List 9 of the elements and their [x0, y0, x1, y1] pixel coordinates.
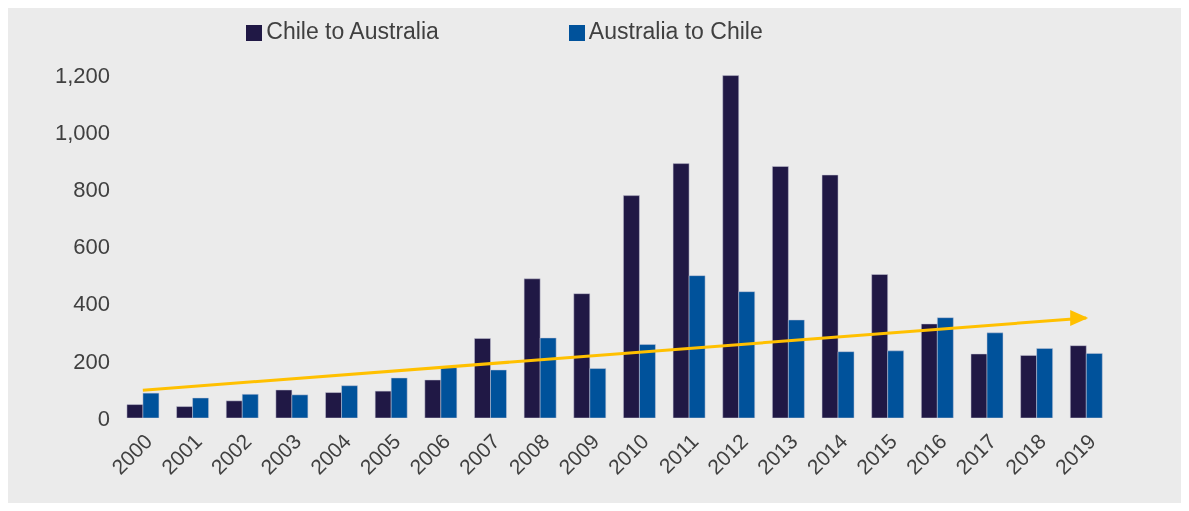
- y-tick-label: 600: [73, 234, 110, 260]
- y-tick-label: 1,000: [54, 119, 110, 145]
- y-tick-label: 0: [97, 405, 110, 431]
- y-tick-label: 800: [73, 177, 110, 203]
- y-tick-label: 400: [73, 291, 110, 317]
- legend-label: Chile to Australia: [266, 18, 439, 44]
- legend-label: Australia to Chile: [588, 18, 763, 44]
- y-tick-label: 1,200: [54, 62, 110, 88]
- y-tick-label: 200: [73, 348, 110, 374]
